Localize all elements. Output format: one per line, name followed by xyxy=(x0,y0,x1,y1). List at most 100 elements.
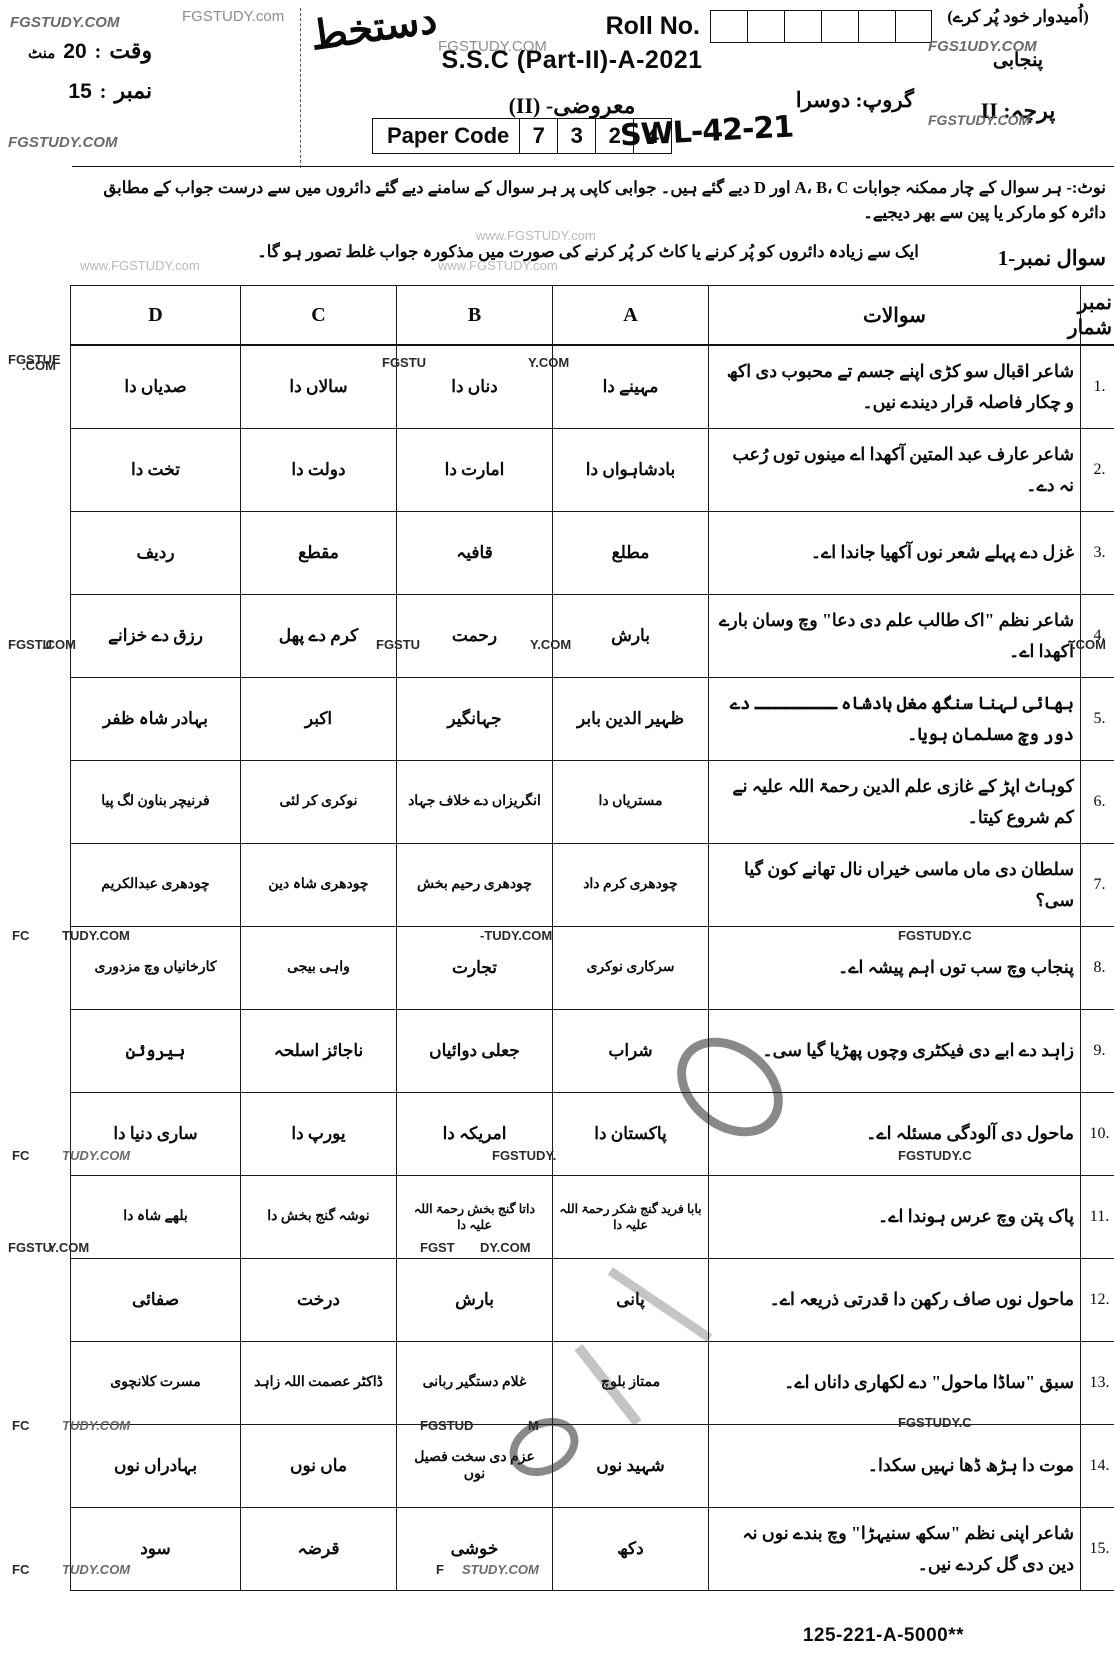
row-option-d[interactable]: فرنیچر بناون لگ پیا xyxy=(70,759,241,844)
row-option-a[interactable]: دکھ xyxy=(552,1506,709,1591)
row-option-c[interactable]: کرم دے پھل xyxy=(240,593,397,678)
header-option-c: C xyxy=(240,285,397,346)
row-option-b[interactable]: خوشی xyxy=(396,1506,553,1591)
row-option-d[interactable]: ردیف xyxy=(70,510,241,595)
row-option-b[interactable]: غلام دستگیر ربانی xyxy=(396,1340,553,1425)
row-option-a[interactable]: چودھری کرم داد xyxy=(552,842,709,927)
row-option-c[interactable]: درخت xyxy=(240,1257,397,1342)
page-header: وقت : 20 منٹ نمبر : 15 دستخط S.S.C (Part… xyxy=(0,0,1114,172)
row-option-b[interactable]: امریکہ دا xyxy=(396,1091,553,1176)
paper-code-digit: 3 xyxy=(557,119,595,153)
row-option-d[interactable]: صفائی xyxy=(70,1257,241,1342)
row-option-a[interactable]: بارش xyxy=(552,593,709,678)
row-option-c[interactable]: نوشہ گنج بخش دا xyxy=(240,1174,397,1259)
row-option-a[interactable]: مہینے دا xyxy=(552,344,709,429)
time-label: وقت xyxy=(109,38,153,63)
row-option-c[interactable]: ماں نوں xyxy=(240,1423,397,1508)
row-option-a[interactable]: پاکستان دا xyxy=(552,1091,709,1176)
watermark-text: FC xyxy=(12,928,30,943)
row-option-d[interactable]: بہادر شاہ ظفر xyxy=(70,676,241,761)
row-option-b[interactable]: بارش xyxy=(396,1257,553,1342)
row-option-a[interactable]: ظہیر الدین بابر xyxy=(552,676,709,761)
instructions-line-1: نوٹ:- ہر سوال کے چار ممکنہ جوابات A، B، … xyxy=(103,178,1106,222)
header-sr: نمبر شمار xyxy=(1068,285,1114,346)
row-question: سبق "ساڈا ماحول" دے لکھاری داناں اے۔ xyxy=(708,1340,1081,1425)
row-option-a[interactable]: سرکاری نوکری xyxy=(552,925,709,1010)
row-sr: 7. xyxy=(1080,842,1114,927)
roll-no-label: Roll No. xyxy=(605,12,700,40)
row-option-d[interactable]: مسرت کلانچوی xyxy=(70,1340,241,1425)
row-option-d[interactable]: ساری دنیا دا xyxy=(70,1091,241,1176)
row-option-c[interactable]: ناجائز اسلحہ xyxy=(240,1008,397,1093)
row-option-b[interactable]: انگریزاں دے خلاف جہاد xyxy=(396,759,553,844)
row-option-c[interactable]: ڈاکٹر عصمت اللہ زاہد xyxy=(240,1340,397,1425)
row-option-c[interactable]: واہی بیجی xyxy=(240,925,397,1010)
roll-no-box[interactable] xyxy=(747,10,784,43)
row-sr: 1. xyxy=(1080,344,1114,429)
row-option-a[interactable]: پانی xyxy=(552,1257,709,1342)
row-option-d[interactable]: صدیاں دا xyxy=(70,344,241,429)
row-option-a[interactable]: ممتاز بلوچ xyxy=(552,1340,709,1425)
row-option-d[interactable]: بلھے شاہ دا xyxy=(70,1174,241,1259)
row-option-b[interactable]: جہانگیر xyxy=(396,676,553,761)
row-option-a[interactable]: مستریاں دا xyxy=(552,759,709,844)
footer-print-code: 125-221-A-5000** xyxy=(802,1625,964,1646)
row-sr: 8. xyxy=(1080,925,1114,1010)
table-row: 14. موت دا ہڑھ ڈھا نہیں سکدا۔ شہید نوں ع… xyxy=(70,1423,1114,1508)
row-question: بھائی لہنا سنگھ مغل بادشاہ ــــــــ دے د… xyxy=(708,676,1081,761)
row-option-b[interactable]: دناں دا xyxy=(396,344,553,429)
roll-no-box[interactable] xyxy=(710,10,747,43)
row-question: ماحول دی آلودگی مسئلہ اے۔ xyxy=(708,1091,1081,1176)
time-row: وقت : 20 منٹ xyxy=(28,38,152,64)
row-option-a[interactable]: شہید نوں xyxy=(552,1423,709,1508)
roll-no-boxes[interactable] xyxy=(710,10,932,43)
row-option-d[interactable]: چودھری عبدالکریم xyxy=(70,842,241,927)
question-number-label: سوال نمبر-1 xyxy=(997,246,1106,270)
row-option-c[interactable]: یورپ دا xyxy=(240,1091,397,1176)
row-option-a[interactable]: بابا فرید گنج شکر رحمۃ اللہ علیہ دا xyxy=(552,1174,709,1259)
table-row: 10. ماحول دی آلودگی مسئلہ اے۔ پاکستان دا… xyxy=(70,1091,1114,1176)
roll-no-box[interactable] xyxy=(858,10,895,43)
row-option-b[interactable]: تجارت xyxy=(396,925,553,1010)
row-option-b[interactable]: چودھری رحیم بخش xyxy=(396,842,553,927)
row-option-d[interactable]: کارخانیاں وچ مزدوری xyxy=(70,925,241,1010)
row-option-c[interactable]: قرضہ xyxy=(240,1506,397,1591)
row-sr: 2. xyxy=(1080,427,1114,512)
roll-no-field[interactable]: Roll No. xyxy=(606,10,932,43)
row-option-b[interactable]: رحمت xyxy=(396,593,553,678)
row-option-c[interactable]: چودھری شاہ دین xyxy=(240,842,397,927)
row-option-d[interactable]: سود xyxy=(70,1506,241,1591)
row-option-d[interactable]: رزق دے خزانے xyxy=(70,593,241,678)
row-option-a[interactable]: بادشاہواں دا xyxy=(552,427,709,512)
roll-no-box[interactable] xyxy=(821,10,858,43)
row-sr: 9. xyxy=(1080,1008,1114,1093)
row-sr: 11. xyxy=(1080,1174,1114,1259)
row-option-b[interactable]: امارت دا xyxy=(396,427,553,512)
row-option-d[interactable]: ہیروئن xyxy=(70,1008,241,1093)
roll-no-box[interactable] xyxy=(895,10,932,43)
row-option-b[interactable]: عزم دی سخت فصیل نوں xyxy=(396,1423,553,1508)
row-option-b[interactable]: داتا گنج بخش رحمۃ اللہ علیہ دا xyxy=(396,1174,553,1259)
watermark-text: FGSTU xyxy=(8,1240,53,1255)
row-option-c[interactable]: سالاں دا xyxy=(240,344,397,429)
time-and-marks: وقت : 20 منٹ نمبر : 15 xyxy=(28,38,152,118)
row-option-a[interactable]: شراب xyxy=(552,1008,709,1093)
header-bottom-rule xyxy=(72,166,1114,167)
row-option-c[interactable]: دولت دا xyxy=(240,427,397,512)
marks-value: 15 xyxy=(68,80,92,103)
row-option-b[interactable]: قافیہ xyxy=(396,510,553,595)
row-option-c[interactable]: مقطع xyxy=(240,510,397,595)
table-row: 7. سلطان دی ماں ماسی خیراں نال تھانے کون… xyxy=(70,842,1114,927)
objective-label: معروضی- (II) xyxy=(508,93,636,118)
row-option-d[interactable]: بہادراں نوں xyxy=(70,1423,241,1508)
row-option-b[interactable]: جعلی دوائیاں xyxy=(396,1008,553,1093)
instructions-line-2: ایک سے زیادہ دائروں کو پُر کرنے یا کاٹ ک… xyxy=(257,241,919,261)
row-option-a[interactable]: مطلع xyxy=(552,510,709,595)
row-option-c[interactable]: اکبر xyxy=(240,676,397,761)
header-vertical-divider xyxy=(300,8,301,168)
roll-no-box[interactable] xyxy=(784,10,821,43)
row-option-c[interactable]: نوکری کر لئی xyxy=(240,759,397,844)
row-option-d[interactable]: تخت دا xyxy=(70,427,241,512)
paper-code-digit: 7 xyxy=(519,119,557,153)
instructions-note: نوٹ:- ہر سوال کے چار ممکنہ جوابات A، B، … xyxy=(70,176,1106,262)
